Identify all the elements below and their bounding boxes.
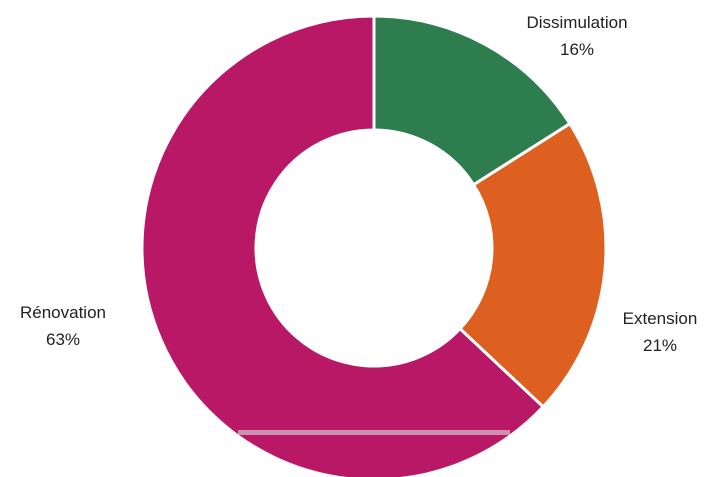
label-extension-value: 21% — [643, 336, 677, 355]
label-extension-name: Extension — [623, 309, 698, 328]
scan-artifact-line — [238, 430, 510, 435]
label-dissimulation-value: 16% — [560, 40, 594, 59]
slice-renovation — [140, 14, 545, 477]
donut-slices — [140, 14, 608, 477]
label-dissimulation-name: Dissimulation — [526, 13, 627, 32]
slice-dissimulation — [372, 14, 572, 187]
slice-extension — [458, 122, 608, 409]
slice-labels: Dissimulation 16% Extension 21% Rénovati… — [20, 13, 697, 355]
label-renovation-name: Rénovation — [20, 303, 106, 322]
label-renovation-value: 63% — [46, 330, 80, 349]
